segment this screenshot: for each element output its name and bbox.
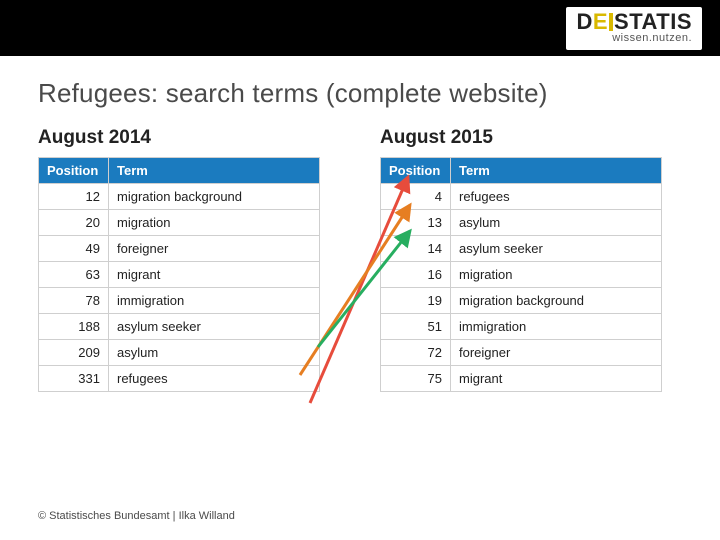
cell-position: 78	[39, 288, 109, 314]
col-term: Term	[451, 158, 662, 184]
cell-term: migrant	[451, 366, 662, 392]
cell-term: asylum seeker	[451, 236, 662, 262]
page-title: Refugees: search terms (complete website…	[38, 78, 692, 109]
cell-term: asylum	[109, 340, 320, 366]
logo-main: DESTATIS	[576, 11, 692, 33]
cell-term: refugees	[109, 366, 320, 392]
logo: DESTATIS wissen.nutzen.	[566, 7, 702, 50]
cell-position: 331	[39, 366, 109, 392]
logo-mid: STATIS	[614, 9, 692, 34]
cell-term: migration background	[451, 288, 662, 314]
cell-position: 16	[381, 262, 451, 288]
table-row: 331refugees	[39, 366, 320, 392]
cell-position: 209	[39, 340, 109, 366]
table-row: 51immigration	[381, 314, 662, 340]
cell-term: migrant	[109, 262, 320, 288]
table-left-heading: August 2014	[38, 127, 320, 149]
cell-term: migration	[109, 210, 320, 236]
top-bar: DESTATIS wissen.nutzen.	[0, 0, 720, 56]
cell-position: 72	[381, 340, 451, 366]
table-row: 188asylum seeker	[39, 314, 320, 340]
table-row: 19migration background	[381, 288, 662, 314]
table-right: August 2015 Position Term 4refugees13asy…	[380, 127, 662, 392]
cell-term: asylum	[451, 210, 662, 236]
cell-position: 20	[39, 210, 109, 236]
table-right-heading: August 2015	[380, 127, 662, 149]
col-position: Position	[381, 158, 451, 184]
cell-position: 49	[39, 236, 109, 262]
cell-term: foreigner	[109, 236, 320, 262]
table-row: 12migration background	[39, 184, 320, 210]
table-row: 13asylum	[381, 210, 662, 236]
cell-term: asylum seeker	[109, 314, 320, 340]
cell-term: migration	[451, 262, 662, 288]
cell-position: 75	[381, 366, 451, 392]
table-row: 78immigration	[39, 288, 320, 314]
table-row: 16migration	[381, 262, 662, 288]
cell-position: 14	[381, 236, 451, 262]
cell-term: migration background	[109, 184, 320, 210]
cell-term: immigration	[451, 314, 662, 340]
table-row: 209asylum	[39, 340, 320, 366]
cell-term: immigration	[109, 288, 320, 314]
table-row: 4refugees	[381, 184, 662, 210]
cell-position: 63	[39, 262, 109, 288]
slide-content: Refugees: search terms (complete website…	[0, 56, 720, 392]
cell-term: refugees	[451, 184, 662, 210]
logo-pre: D	[576, 9, 592, 34]
cell-position: 19	[381, 288, 451, 314]
col-position: Position	[39, 158, 109, 184]
table-left: August 2014 Position Term 12migration ba…	[38, 127, 320, 392]
cell-position: 188	[39, 314, 109, 340]
table-row: 75migrant	[381, 366, 662, 392]
cell-term: foreigner	[451, 340, 662, 366]
table-row: 63migrant	[39, 262, 320, 288]
footer-credit: © Statistisches Bundesamt | Ilka Willand	[38, 510, 235, 522]
col-term: Term	[109, 158, 320, 184]
table-left-data: Position Term 12migration background20mi…	[38, 157, 320, 392]
cell-position: 13	[381, 210, 451, 236]
table-row: 72foreigner	[381, 340, 662, 366]
table-row: 20migration	[39, 210, 320, 236]
table-row: 14asylum seeker	[381, 236, 662, 262]
table-row: 49foreigner	[39, 236, 320, 262]
table-right-data: Position Term 4refugees13asylum14asylum …	[380, 157, 662, 392]
logo-tagline: wissen.nutzen.	[576, 33, 692, 44]
cell-position: 51	[381, 314, 451, 340]
cell-position: 12	[39, 184, 109, 210]
cell-position: 4	[381, 184, 451, 210]
tables-container: August 2014 Position Term 12migration ba…	[38, 127, 692, 392]
